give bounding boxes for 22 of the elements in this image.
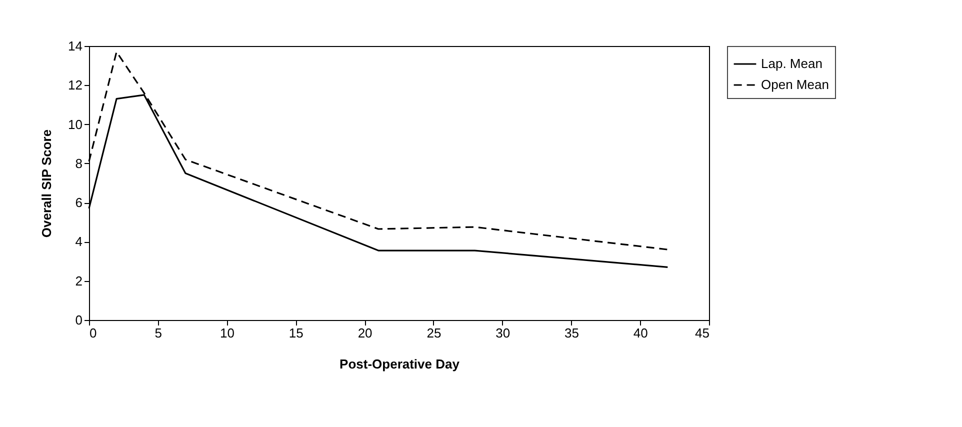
y-tick-label: 14 <box>68 38 82 54</box>
y-tick-label: 12 <box>68 78 82 93</box>
y-tick-label: 8 <box>75 156 82 171</box>
x-tick-label: 35 <box>564 326 579 340</box>
x-tick-label: 40 <box>633 326 648 340</box>
x-tick-label: 25 <box>426 326 442 340</box>
legend-label: Open Mean <box>761 77 829 92</box>
y-tick-label: 0 <box>75 312 82 328</box>
x-tick-label: 20 <box>358 326 372 340</box>
x-tick-label: 15 <box>288 326 304 340</box>
x-tick-label: 5 <box>154 326 162 340</box>
x-tick-label: 30 <box>496 326 510 340</box>
x-tick-label: 0 <box>90 326 97 340</box>
x-tick-label: 10 <box>220 326 235 340</box>
y-tick-label: 10 <box>68 116 82 132</box>
y-axis-title: Overall SIP Score <box>39 129 54 238</box>
x-axis-title: Post-Operative Day <box>340 356 460 372</box>
x-tick-label: 45 <box>695 326 710 340</box>
y-tick-label: 6 <box>75 195 82 210</box>
y-tick-label: 4 <box>75 234 82 250</box>
legend-label: Lap. Mean <box>761 56 822 71</box>
y-tick-label: 2 <box>75 273 82 288</box>
